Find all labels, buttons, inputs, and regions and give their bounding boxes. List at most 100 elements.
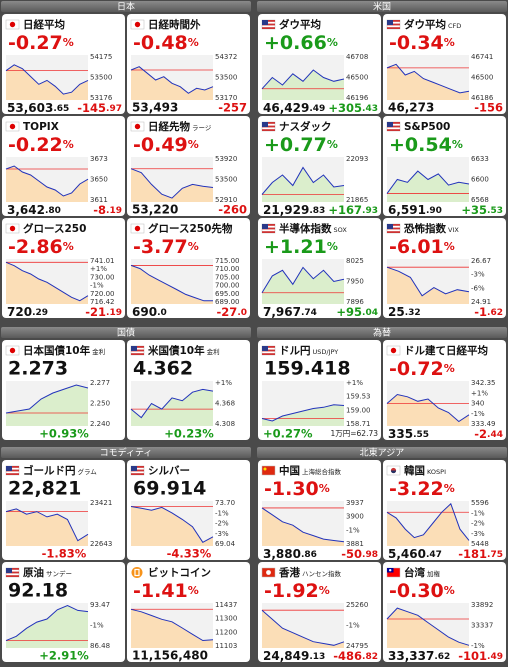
tile[interactable]: 原油 サンデー 92.18 93.47 -1% 86.48+2.91% bbox=[2, 562, 125, 663]
flag-part bbox=[9, 21, 16, 28]
tile[interactable]: 日経時間外-0.48% 54372 53500 53170 53,493 -257 bbox=[127, 14, 250, 115]
tile[interactable]: ビットコイン-1.41% 11437 11300 11200 11103 11,156,4… bbox=[127, 562, 250, 663]
change: -260 bbox=[218, 203, 247, 217]
tile[interactable]: 台湾 加権 -0.30% 33892 33337 -1% 33,337.62 -101.49 bbox=[383, 562, 506, 663]
value: 3,880.86 bbox=[263, 547, 317, 561]
tile[interactable]: ドル円 USD/JPY 159.418+1% 159.53 159.00 158.71 +0… bbox=[258, 340, 381, 441]
level-label: 700.00 bbox=[215, 282, 240, 290]
big-number: -0.49% bbox=[133, 134, 199, 156]
flag-part bbox=[387, 129, 400, 131]
tile[interactable]: 韓国 KOSPI -3.22% 5596 -1% -2% -3% 5448 5,460.47 -1… bbox=[383, 460, 506, 561]
level-label: -3% bbox=[215, 530, 229, 538]
level-label: +1% bbox=[90, 265, 107, 273]
change: -181.75 bbox=[458, 547, 503, 561]
price-line bbox=[130, 388, 214, 419]
level-label: 53176 bbox=[90, 94, 113, 102]
level-label: 3881 bbox=[346, 540, 364, 548]
tile-name: 原油 bbox=[23, 566, 44, 579]
section-title: コモディティ bbox=[100, 447, 153, 459]
tile[interactable]: TOPIX-0.22% 3673 3650 3611 3,642.80 -8.19 bbox=[2, 116, 125, 217]
level-label: 11200 bbox=[215, 628, 237, 636]
tile[interactable]: 恐怖指数 VIX -6.01% 26.67 -3% -6% 24.91 25.32 -1.62 bbox=[383, 218, 506, 319]
level-label: -1% bbox=[471, 410, 485, 418]
tile[interactable]: 香港 ハンセン指数 -1.92% 25260 -1% 24795 24,849.13 -486… bbox=[258, 562, 381, 663]
tile[interactable]: S&P500+0.54% 6633 6600 6568 6,591.90 +35.53 bbox=[383, 116, 506, 217]
big-number: -0.72% bbox=[389, 358, 455, 380]
flag-part bbox=[131, 466, 144, 468]
level-label: -2% bbox=[215, 520, 229, 528]
level-label: -3% bbox=[471, 530, 485, 538]
flag-part bbox=[134, 21, 141, 28]
tile[interactable]: グロース250先物-3.77%715.00710.00705.00700.006… bbox=[127, 218, 250, 319]
extra-note: 1万円=62.73 bbox=[330, 429, 378, 438]
level-label: 33337 bbox=[471, 622, 493, 630]
tile-sub: KOSPI bbox=[427, 468, 446, 476]
tile-name: 日本国債10年 bbox=[23, 344, 91, 357]
big-number: -1.30% bbox=[264, 478, 330, 500]
flag-part bbox=[262, 353, 275, 355]
big-number: -2.86% bbox=[8, 236, 74, 258]
flag-part bbox=[131, 466, 137, 471]
level-label: 53170 bbox=[215, 94, 237, 102]
flag-part bbox=[262, 27, 275, 29]
value: 46,429.49 bbox=[263, 101, 325, 115]
level-label: 52910 bbox=[215, 196, 237, 204]
level-label: 4.308 bbox=[215, 420, 235, 428]
tile[interactable]: ナスダック+0.77% 22093 21865 21,929.83 +167.93 bbox=[258, 116, 381, 217]
tile[interactable]: 半導体指数 SOX +1.21% 8025 7950 7896 7,967.74 +95.04 bbox=[258, 218, 381, 319]
change: +35.53 bbox=[461, 203, 503, 217]
tile-sub: サンデー bbox=[46, 569, 72, 578]
tile-sub: 金利 bbox=[92, 347, 105, 356]
level-label: 53500 bbox=[90, 74, 112, 82]
level-label: 8025 bbox=[346, 257, 364, 265]
tile[interactable]: ドル建て日経平均-0.72% 342.35 +1% 340 -1% 333.49 335.5… bbox=[383, 340, 506, 441]
level-label: +1% bbox=[215, 379, 232, 387]
tile-name: TOPIX bbox=[23, 121, 59, 133]
tile[interactable]: 日本国債10年 金利 2.273 2.277 2.250 2.240+0.93% bbox=[2, 340, 125, 441]
tile-sub: 金利 bbox=[207, 347, 220, 356]
tile[interactable]: グロース250-2.86% 741.01+1%730.00-1%720.00716… bbox=[2, 218, 125, 319]
change: -486.82 bbox=[333, 649, 378, 663]
level-label: 710.00 bbox=[215, 265, 240, 273]
level-label: 2.277 bbox=[90, 379, 110, 387]
tile[interactable]: 米国債10年 金利 4.362 +1% 4.368 4.308+0.23% bbox=[127, 340, 250, 441]
tile[interactable]: ゴールド円 グラム 22,821 23421 22643-1.83% bbox=[2, 460, 125, 561]
level-label: 695.00 bbox=[215, 290, 240, 298]
level-label: 46186 bbox=[471, 94, 494, 102]
change: -1.83% bbox=[42, 547, 87, 561]
big-number: 22,821 bbox=[8, 478, 81, 500]
tile[interactable]: ダウ平均 CFD -0.34% 46741 46500 46186 46,273 -156 bbox=[383, 14, 506, 115]
change: -8.19 bbox=[93, 203, 122, 217]
flag-part bbox=[131, 473, 144, 475]
big-number: 4.362 bbox=[133, 358, 193, 380]
level-label: 33892 bbox=[471, 601, 493, 609]
flag-part bbox=[387, 224, 393, 229]
section-title: 北東アジア bbox=[360, 447, 405, 459]
tile[interactable]: 日経先物 ラージ -0.49% 53920 53500 52910 53,220 -260 bbox=[127, 116, 250, 217]
level-label: 2.250 bbox=[90, 400, 110, 408]
tile[interactable]: 日経平均-0.27% 54175 53500 53176 53,603.65 -145.9… bbox=[2, 14, 125, 115]
level-label: 159.00 bbox=[346, 406, 371, 414]
value: 25.32 bbox=[388, 305, 421, 319]
price-line bbox=[386, 502, 470, 541]
change: -2.44 bbox=[474, 427, 503, 441]
flag-part bbox=[262, 231, 275, 233]
chart-area bbox=[262, 267, 344, 304]
change: -1.62 bbox=[474, 305, 503, 319]
flag-part bbox=[387, 122, 400, 124]
price-line bbox=[386, 170, 470, 194]
big-number: -1.41% bbox=[133, 580, 199, 602]
change: +0.27% bbox=[263, 427, 313, 441]
tile[interactable]: 中国 上海総合指数 -1.30% 3937 3900 -1% 3881 3,880.86 -50… bbox=[258, 460, 381, 561]
change: -101.49 bbox=[458, 649, 503, 663]
chart-area bbox=[6, 508, 88, 546]
flag-part bbox=[262, 346, 275, 348]
tile[interactable]: ダウ平均+0.66% 46708 46500 46196 46,429.49 +305.4… bbox=[258, 14, 381, 115]
level-label: 24795 bbox=[346, 642, 368, 650]
level-label: 730.00 bbox=[90, 273, 115, 281]
value: 24,849.13 bbox=[263, 649, 325, 663]
level-label: 333.49 bbox=[471, 420, 496, 428]
flag-part bbox=[262, 125, 275, 128]
flag-part bbox=[262, 346, 268, 351]
